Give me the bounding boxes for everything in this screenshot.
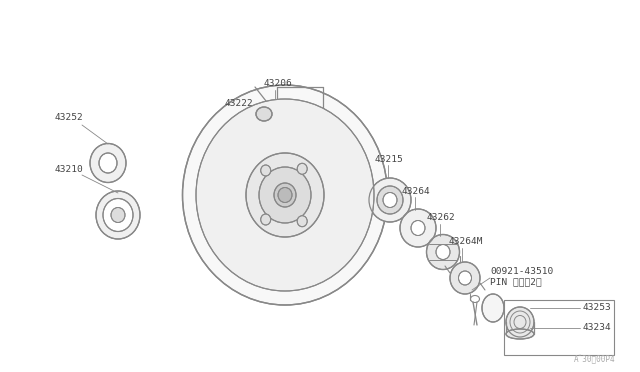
Ellipse shape bbox=[278, 187, 292, 202]
Text: 43264M: 43264M bbox=[449, 237, 483, 247]
Text: 43206: 43206 bbox=[264, 78, 292, 87]
Ellipse shape bbox=[103, 199, 133, 231]
Ellipse shape bbox=[377, 186, 403, 214]
Text: 43262: 43262 bbox=[427, 214, 456, 222]
Text: 43234: 43234 bbox=[583, 324, 612, 333]
Ellipse shape bbox=[90, 144, 126, 183]
Ellipse shape bbox=[383, 192, 397, 208]
Ellipse shape bbox=[259, 167, 311, 223]
Ellipse shape bbox=[297, 163, 307, 174]
Ellipse shape bbox=[450, 262, 480, 294]
Text: Ǎ30⁃00P4: Ǎ30⁃00P4 bbox=[573, 355, 615, 365]
Ellipse shape bbox=[400, 209, 436, 247]
Text: 43252: 43252 bbox=[55, 113, 84, 122]
Text: 43222: 43222 bbox=[225, 99, 253, 109]
Ellipse shape bbox=[260, 214, 271, 225]
Ellipse shape bbox=[297, 216, 307, 227]
Ellipse shape bbox=[246, 153, 324, 237]
Text: 43264: 43264 bbox=[402, 186, 431, 196]
Ellipse shape bbox=[482, 294, 504, 322]
Ellipse shape bbox=[99, 153, 117, 173]
Ellipse shape bbox=[274, 183, 296, 207]
Ellipse shape bbox=[182, 85, 387, 305]
Ellipse shape bbox=[111, 208, 125, 222]
Ellipse shape bbox=[506, 307, 534, 337]
Ellipse shape bbox=[256, 107, 272, 121]
Text: 00921-43510: 00921-43510 bbox=[490, 267, 553, 276]
Ellipse shape bbox=[260, 165, 271, 176]
Ellipse shape bbox=[458, 271, 472, 285]
Text: 43253: 43253 bbox=[583, 304, 612, 312]
Ellipse shape bbox=[506, 329, 534, 339]
Text: 43215: 43215 bbox=[375, 154, 404, 164]
Ellipse shape bbox=[411, 221, 425, 235]
Ellipse shape bbox=[96, 191, 140, 239]
Text: 43210: 43210 bbox=[55, 166, 84, 174]
Ellipse shape bbox=[196, 99, 374, 291]
Text: PIN ピン（2）: PIN ピン（2） bbox=[490, 278, 541, 286]
Ellipse shape bbox=[369, 178, 411, 222]
Ellipse shape bbox=[436, 244, 450, 260]
Bar bbox=[504, 300, 614, 355]
Ellipse shape bbox=[426, 234, 460, 269]
